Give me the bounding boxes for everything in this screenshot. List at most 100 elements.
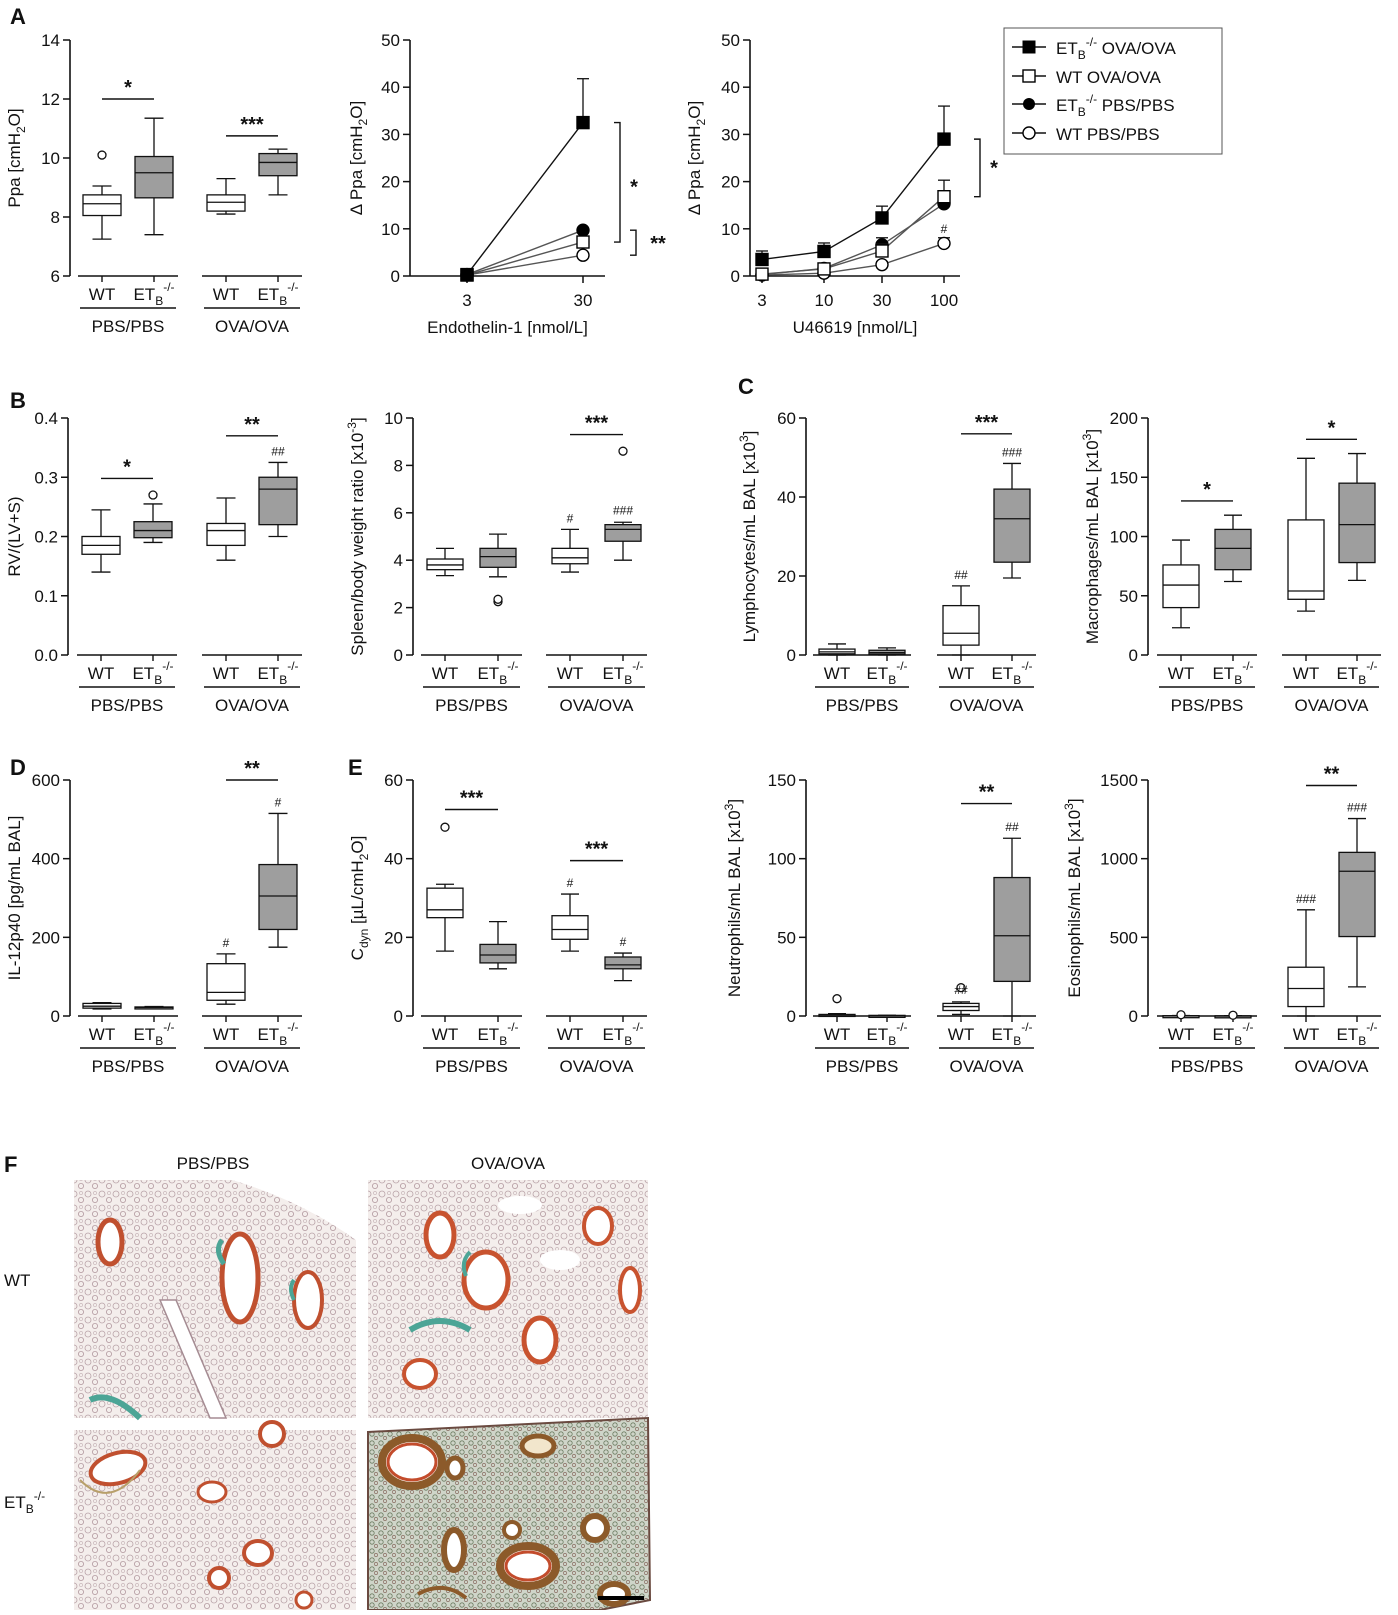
histology-image-wt-pbs [74,1180,356,1421]
significance-label: ** [979,782,995,804]
series-line [761,138,945,261]
x-tick-label: 30 [873,291,892,310]
y-axis-label: RV/(LV+S) [5,496,24,576]
group-label: OVA/OVA [949,696,1024,715]
y-tick-label: 14 [41,31,60,50]
x-axis-label: Endothelin-1 [nmol/L] [427,318,588,337]
box [1287,519,1325,600]
significance-label: * [1328,417,1336,439]
y-tick-label: 10 [381,220,400,239]
group-label: OVA/OVA [559,1057,634,1076]
genotype-label: WT [1293,664,1319,683]
chart-lymph: 0 20 40 60 Lymphocytes/mL BAL [x103] PBS/PBS O… [737,409,1036,715]
box [1214,528,1252,571]
chart-il12: 0 200 400 600 IL-12p40 [pg/mL BAL] PBS/PBS OVA… [5,758,302,1076]
box [206,963,246,1001]
box [604,524,642,542]
significance-label: ** [244,414,260,436]
data-point [937,190,951,204]
chart-et1: 0 10 20 30 40 50 Δ Ppa [cmH2O] 3 30 Endothelin-1 … [347,31,666,337]
y-tick-label: 0 [1129,646,1138,665]
panel-letter-a: A [10,4,26,29]
box [258,863,298,931]
significance-label: * [630,176,638,198]
box [993,488,1031,563]
box [134,155,174,199]
y-tick-label: 0.0 [34,646,58,665]
panel-letter-c: C [738,374,754,399]
y-tick-label: 0 [51,1007,60,1026]
significance-label: * [124,77,132,99]
y-tick-label: 6 [51,267,60,286]
data-point [755,252,769,267]
significance-label: ** [650,233,666,255]
genotype-label: WT [557,664,583,683]
genotype-label: WT [948,664,974,683]
hash-mark: ### [1347,801,1367,815]
y-axis-label: Ppa [cmH2O] [5,108,28,207]
series-line [761,203,945,276]
group-label: OVA/OVA [215,696,290,715]
hash-mark: ### [1002,445,1022,459]
significance-label: *** [585,413,609,435]
chart-macro: 0 50 100 150 200 Macrophages/mL BAL [x103] PBS… [1080,409,1381,715]
data-point [875,244,889,258]
group-label: OVA/OVA [215,1057,290,1076]
y-axis-label: Macrophages/mL BAL [x103] [1080,429,1102,644]
hash-mark: # [620,935,627,949]
y-tick-label: 500 [1110,928,1138,947]
y-tick-label: 100 [1110,528,1138,547]
y-tick-label: 6 [394,504,403,523]
chart-u46619: 0 10 20 30 40 50 Δ Ppa [cmH2O] 3 10 30 100 U46619 [… [685,31,998,337]
genotype-label: WT [213,285,239,304]
genotype-label: WT [1293,1025,1319,1044]
y-tick-label: 0.3 [34,468,58,487]
y-tick-label: 10 [384,409,403,428]
data-point [875,211,889,225]
group-label: PBS/PBS [826,1057,899,1076]
group-label: OVA/OVA [1294,696,1369,715]
box [1287,966,1325,1008]
series-line [761,196,945,275]
hash-mark: ## [1005,820,1019,834]
panel-letter-b: B [10,388,26,413]
y-tick-label: 1000 [1100,850,1138,869]
outlier-point [97,150,107,160]
genotype-label: WT [557,1025,583,1044]
series-line [466,122,584,276]
genotype-label: ETB-/- [133,280,174,308]
svg-text:ETB-/- OVA/OVA: ETB-/- OVA/OVA [1056,35,1176,62]
svg-text:WT OVA/OVA: WT OVA/OVA [1056,68,1162,87]
y-tick-label: 12 [41,90,60,109]
y-tick-label: 0 [787,646,796,665]
genotype-label: WT [432,1025,458,1044]
box [1338,482,1376,564]
y-tick-label: 0 [1129,1007,1138,1026]
data-point [576,115,590,130]
genotype-label: ETB-/- [991,659,1032,687]
chart-eos: 0 500 1000 1500 Eosinophils/mL BAL [x103] PBS… [1062,764,1381,1076]
y-tick-label: 50 [721,31,740,50]
genotype-label: ETB-/- [866,1020,907,1048]
y-tick-label: 8 [51,208,60,227]
y-tick-label: 10 [41,149,60,168]
y-tick-label: 20 [381,173,400,192]
y-axis-label: Cdyn [µL/cmH2O] [348,836,371,961]
y-tick-label: 8 [394,456,403,475]
data-point [937,236,951,251]
y-tick-label: 30 [721,125,740,144]
outlier-point [440,822,450,832]
box [258,152,298,177]
data-point [576,223,590,237]
x-tick-label: 10 [815,291,834,310]
y-tick-label: 50 [381,31,400,50]
hash-mark: ### [1296,892,1316,906]
group-label: OVA/OVA [949,1057,1024,1076]
histology-image-ova-pbs [368,1180,648,1418]
outlier-point [832,994,842,1004]
x-tick-label: 30 [574,291,593,310]
y-tick-label: 30 [381,125,400,144]
significance-label: *** [975,412,999,434]
box [604,956,642,970]
legend-item-wt-pbs: WT PBS/PBS [1012,125,1160,144]
